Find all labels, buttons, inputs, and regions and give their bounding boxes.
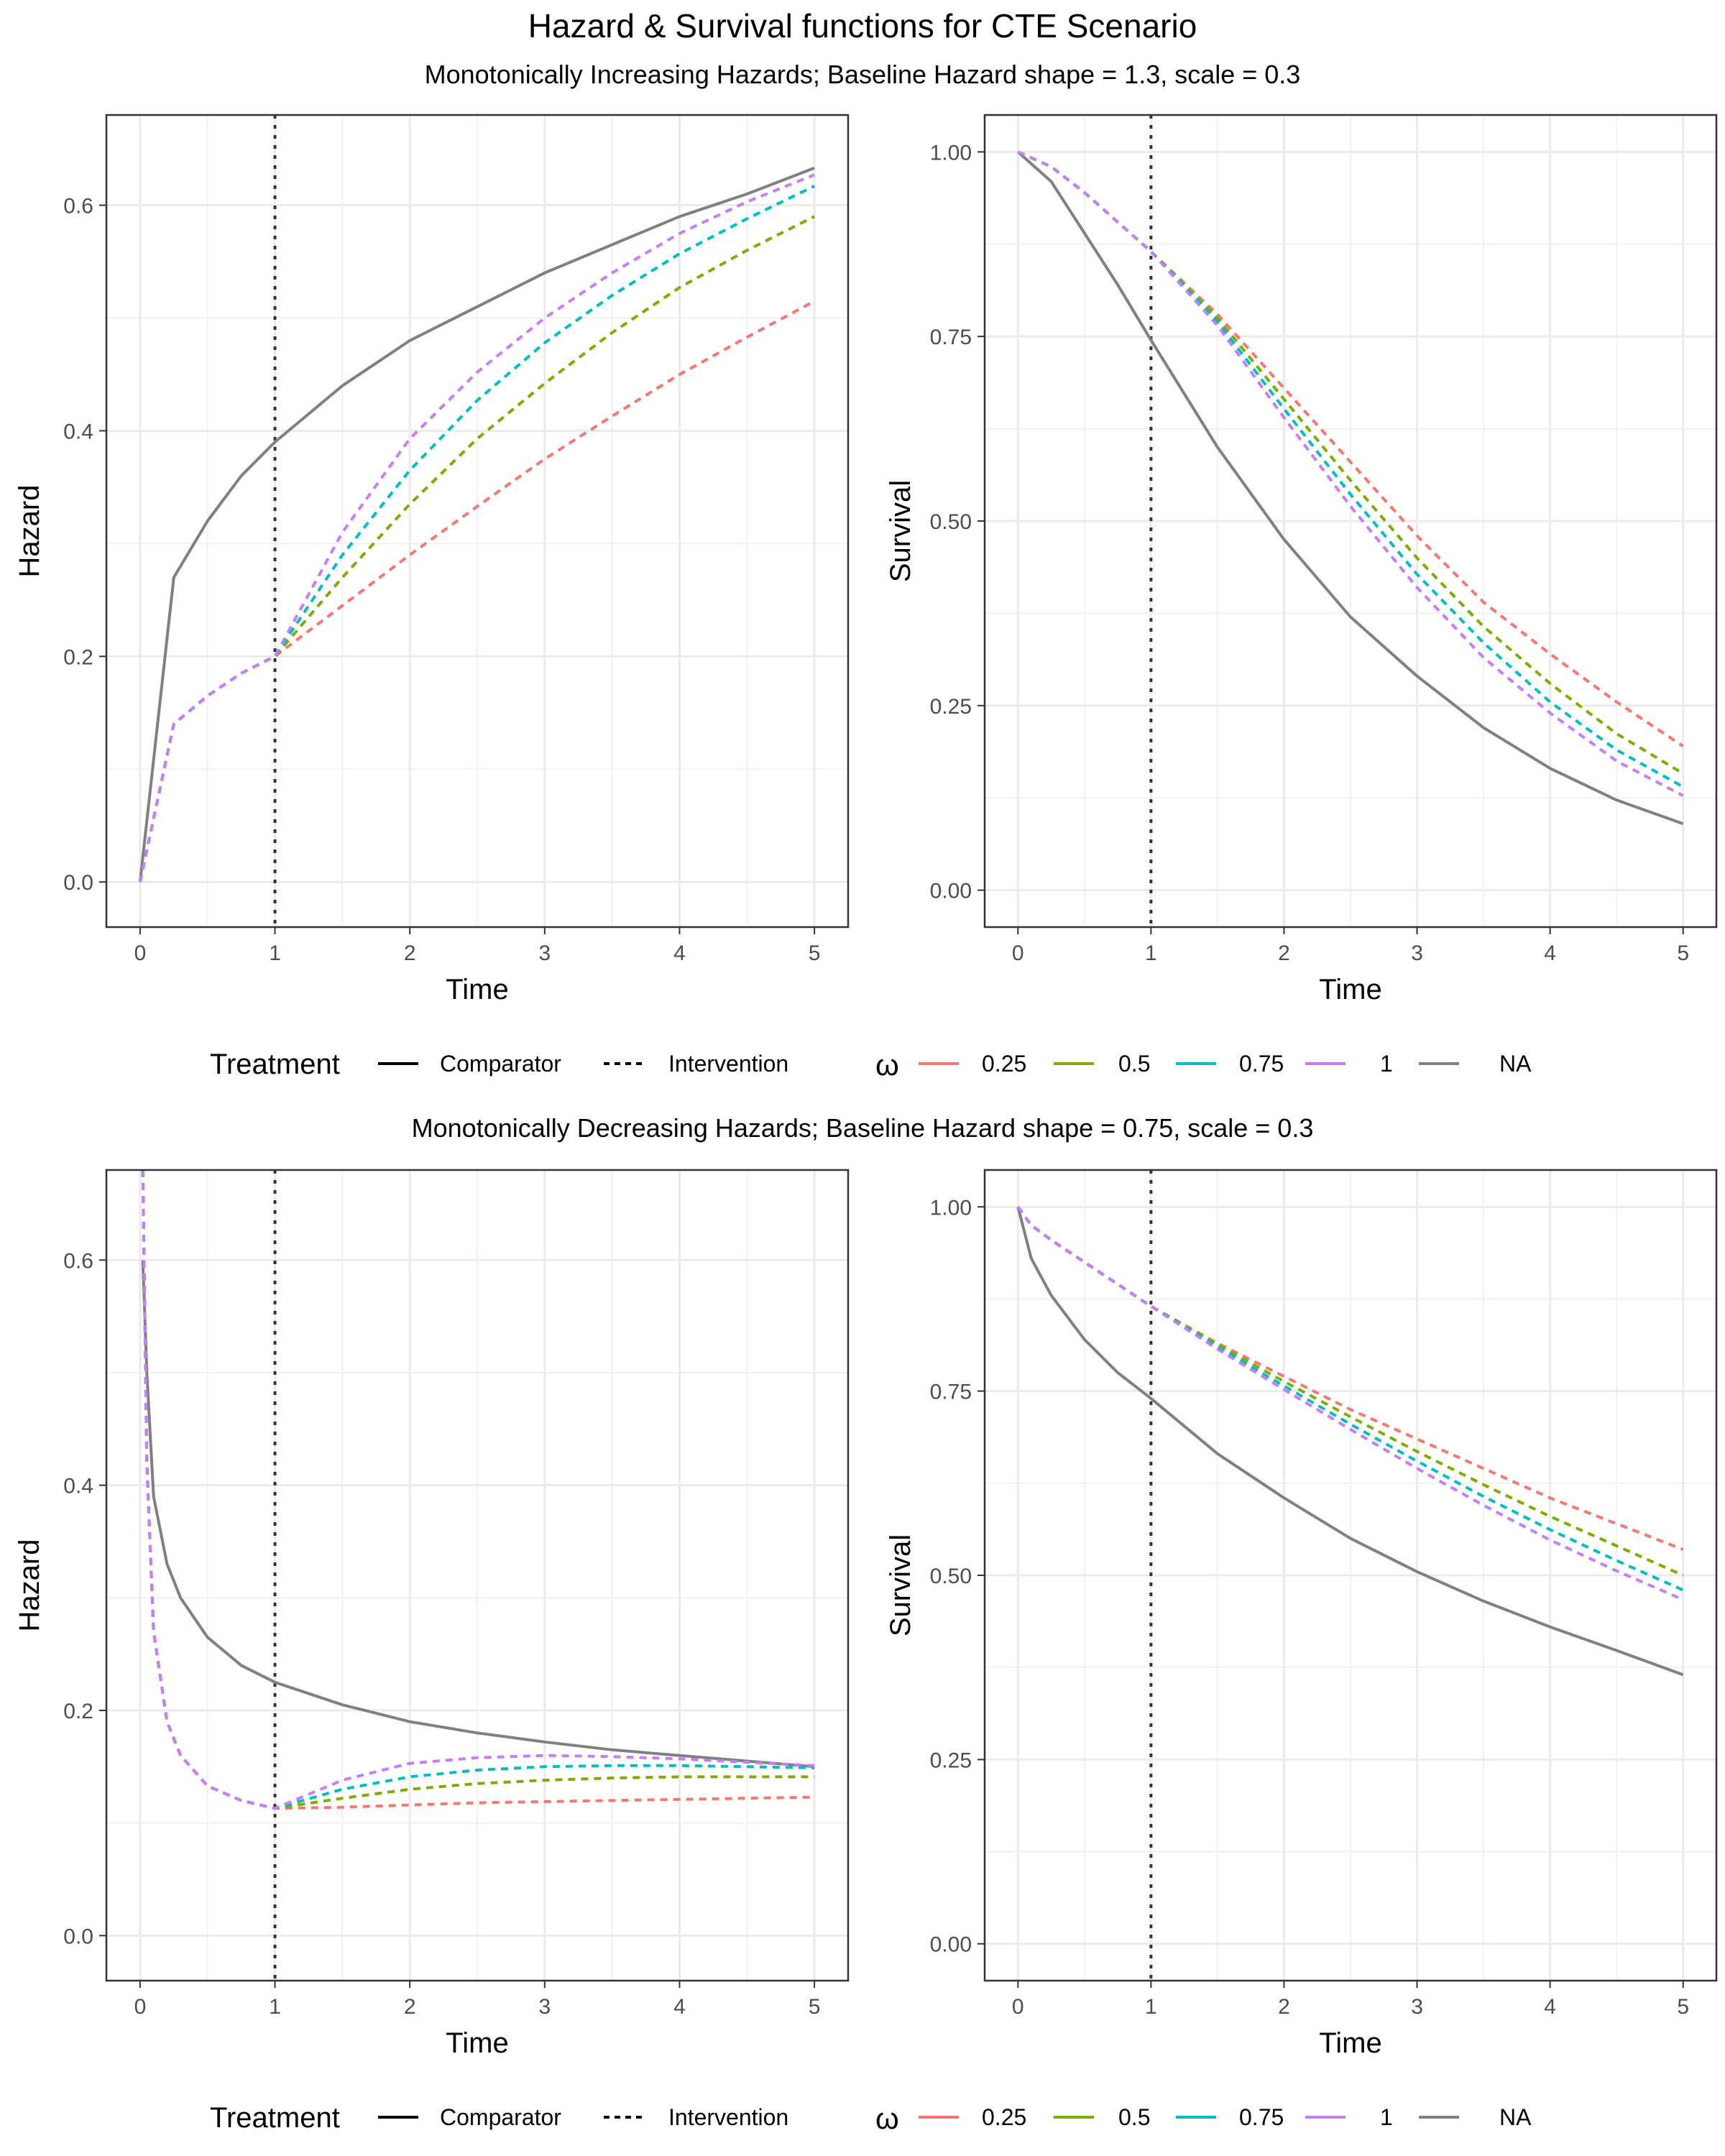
legend-label-omega-1: 1 [1380,2104,1393,2130]
y-tick-label: 0.0 [63,1925,93,1948]
y-axis-label: Survival [885,1534,916,1636]
x-axis-label: Time [446,2027,508,2059]
legend-row-1: Treatment Comparator Intervention ω 0.25 0.5 0… [210,1048,1532,1082]
legend-label-comparator: Comparator [440,2104,561,2130]
y-tick-label: 0.75 [930,326,972,349]
x-tick-label: 1 [1145,941,1157,965]
subtitle-top: Monotonically Increasing Hazards; Baseli… [425,60,1301,89]
series-line-comparator [1016,1206,1684,1677]
chart-panel-3: 0 1 2 3 4 5 0.0 0.2 0.4 0.6 Time Hazard [14,1169,850,2059]
y-axis-label: Survival [885,480,916,582]
panel-border [105,1169,850,1982]
subtitle-bottom: Monotonically Decreasing Hazards; Baseli… [412,1113,1314,1143]
panel-border [983,114,1718,929]
y-axis-label: Hazard [14,1539,45,1632]
x-tick-label: 3 [538,1995,551,2019]
x-axis-label: Time [1319,2027,1381,2059]
y-tick-label: 1.00 [930,1196,972,1220]
series-line-omega-025 [141,1170,815,1810]
x-tick-label: 3 [1411,1995,1423,2019]
chart-panel-2: 0 1 2 3 4 5 0.00 0.25 0.50 0.75 1.00 Time Survival [885,114,1718,1005]
series-line-omega-1 [141,1170,815,1810]
x-tick-label: 3 [1411,941,1423,965]
legend-label-omega-075: 0.75 [1239,1051,1284,1077]
series-line-omega-075 [141,1170,815,1810]
y-tick-label: 0.6 [63,195,93,218]
legend-omega-title: ω [875,2101,899,2135]
y-tick-label: 0.00 [930,880,972,903]
x-tick-label: 3 [538,941,551,965]
series-line-comparator [141,1260,815,1769]
series-line-comparator [138,166,815,883]
y-tick-label: 0.4 [63,1475,93,1498]
legend-label-omega-075: 0.75 [1239,2104,1284,2130]
panel-border [983,1169,1718,1982]
y-tick-label: 1.00 [930,141,972,165]
y-tick-label: 0.2 [63,645,93,669]
y-tick-label: 0.2 [63,1700,93,1723]
x-tick-label: 4 [1544,1995,1556,2019]
x-tick-label: 0 [134,1995,147,2019]
x-tick-label: 5 [1677,1995,1689,2019]
series-line-omega-025 [138,300,816,883]
legend-label-omega-05: 0.5 [1118,2104,1150,2130]
x-tick-label: 1 [1145,1995,1157,2019]
x-axis-label: Time [446,974,508,1005]
legend-label-omega-NA: NA [1499,1051,1532,1077]
x-tick-label: 2 [404,941,416,965]
series-line-omega-05 [138,215,815,883]
chart-panel-4: 0 1 2 3 4 5 0.00 0.25 0.50 0.75 1.00 Time Survival [885,1169,1718,2059]
series-line-omega-05 [141,1170,815,1810]
x-tick-label: 1 [269,941,281,965]
x-axis-label: Time [1319,974,1381,1005]
legend-treatment-title: Treatment [210,2102,340,2134]
chart-panel-1: 0 1 2 3 4 5 0.0 0.2 0.4 0.6 Time Hazard [14,114,850,1005]
x-tick-label: 4 [673,941,686,965]
series-line-omega-1 [138,173,815,883]
y-tick-label: 0.4 [63,420,93,443]
legend-label-intervention: Intervention [668,1051,788,1077]
x-tick-label: 0 [1012,941,1024,965]
legend-label-comparator: Comparator [440,1051,561,1077]
x-tick-label: 2 [1278,941,1290,965]
y-tick-label: 0.25 [930,1749,972,1772]
legend-omega-title: ω [875,1048,899,1082]
x-tick-label: 0 [1012,1995,1024,2019]
legend-label-omega-025: 0.25 [982,2104,1026,2130]
y-axis-label: Hazard [14,485,45,578]
legend-label-omega-1: 1 [1380,1051,1393,1077]
x-tick-label: 5 [809,1995,821,2019]
legend-label-omega-05: 0.5 [1118,1051,1150,1077]
x-tick-label: 4 [1544,941,1556,965]
y-tick-label: 0.0 [63,871,93,895]
series-line-comparator [1016,150,1684,826]
legend-label-omega-NA: NA [1499,2104,1532,2130]
y-tick-label: 0.75 [930,1381,972,1404]
panel-border [105,114,850,929]
figure-title: Hazard & Survival functions for CTE Scen… [528,7,1197,45]
legend-label-omega-025: 0.25 [982,1051,1026,1077]
x-tick-label: 1 [269,1995,281,2019]
x-tick-label: 4 [673,1995,686,2019]
y-tick-label: 0.00 [930,1933,972,1957]
legend-row-2: Treatment Comparator Intervention ω 0.25 0.5 0… [210,2101,1532,2135]
x-tick-label: 2 [1278,1995,1290,2019]
y-tick-label: 0.6 [63,1249,93,1273]
series-line-omega-1 [1016,1206,1684,1601]
y-tick-label: 0.50 [930,1565,972,1588]
x-tick-label: 5 [809,941,821,965]
series-line-omega-1 [1017,150,1684,797]
x-tick-label: 2 [404,1995,416,2019]
legend-treatment-title: Treatment [210,1049,340,1080]
x-tick-label: 5 [1677,941,1689,965]
legend-label-intervention: Intervention [668,2104,788,2130]
y-tick-label: 0.50 [930,510,972,534]
y-tick-label: 0.25 [930,695,972,719]
x-tick-label: 0 [134,941,147,965]
